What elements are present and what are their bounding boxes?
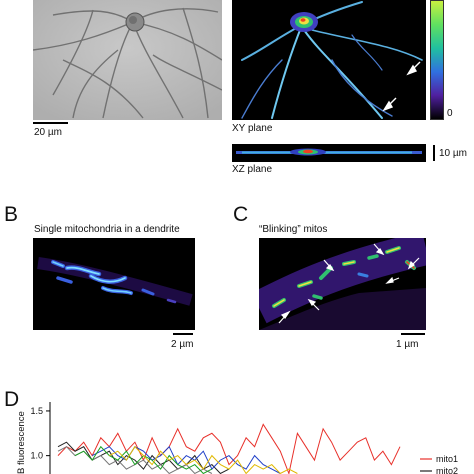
chart-series: [57, 423, 401, 474]
xy-fluorescence-image: [232, 0, 426, 120]
xz-plane-label: XZ plane: [232, 164, 273, 175]
panel-c-scale-label: 1 µm: [396, 339, 419, 350]
panel-b-title: Single mitochondria in a dendrite: [34, 224, 180, 235]
blinking-mitos-drawing: [259, 238, 426, 330]
y-tick-label: 1.5: [30, 406, 43, 416]
legend-label-mito1: mito1: [436, 454, 458, 464]
chart-axes: 1.5 1.0: [30, 402, 51, 474]
xz-scale-label: 10 µm: [439, 148, 467, 159]
y-tick-label: 1.0: [30, 451, 43, 461]
brightfield-scale-label: 20 µm: [34, 127, 62, 138]
colorbar: [430, 0, 444, 120]
chart-legend: mito1mito2mito3: [420, 454, 458, 474]
brightfield-scale-bar: [33, 122, 68, 124]
panel-c-title: “Blinking” mitos: [259, 224, 328, 235]
legend-label-mito2: mito2: [436, 466, 458, 474]
fluorescence-line-chart: 1.51.0 mito1mito2mito3: [30, 402, 458, 474]
series-line-trace-3: [91, 445, 281, 474]
panel-b-letter: B: [4, 203, 19, 226]
panel-c-scale-bar: [401, 333, 425, 335]
series-line-mito1: [57, 423, 401, 474]
panel-d-letter: D: [4, 388, 20, 411]
panel-b-scale-bar: [173, 333, 193, 335]
panel-c-letter: C: [233, 203, 249, 226]
xy-plane-label: XY plane: [232, 123, 273, 134]
brightfield-neuron: [33, 0, 222, 120]
colorbar-min-label: 0: [447, 108, 453, 119]
series-line-mito2: [57, 441, 230, 474]
xz-profile-drawing: [236, 148, 422, 156]
dendrite-mitochondria-drawing: [37, 257, 193, 306]
panel-c-image: [259, 238, 426, 330]
xz-fluorescence-image: [232, 144, 426, 162]
xy-neuron-drawing: [241, 1, 423, 119]
series-line-trace-5: [109, 445, 298, 474]
brightfield-image: [33, 0, 222, 120]
panel-b-image: [33, 238, 195, 330]
xz-scale-bar: [433, 145, 435, 161]
panel-b-scale-label: 2 µm: [171, 339, 194, 350]
